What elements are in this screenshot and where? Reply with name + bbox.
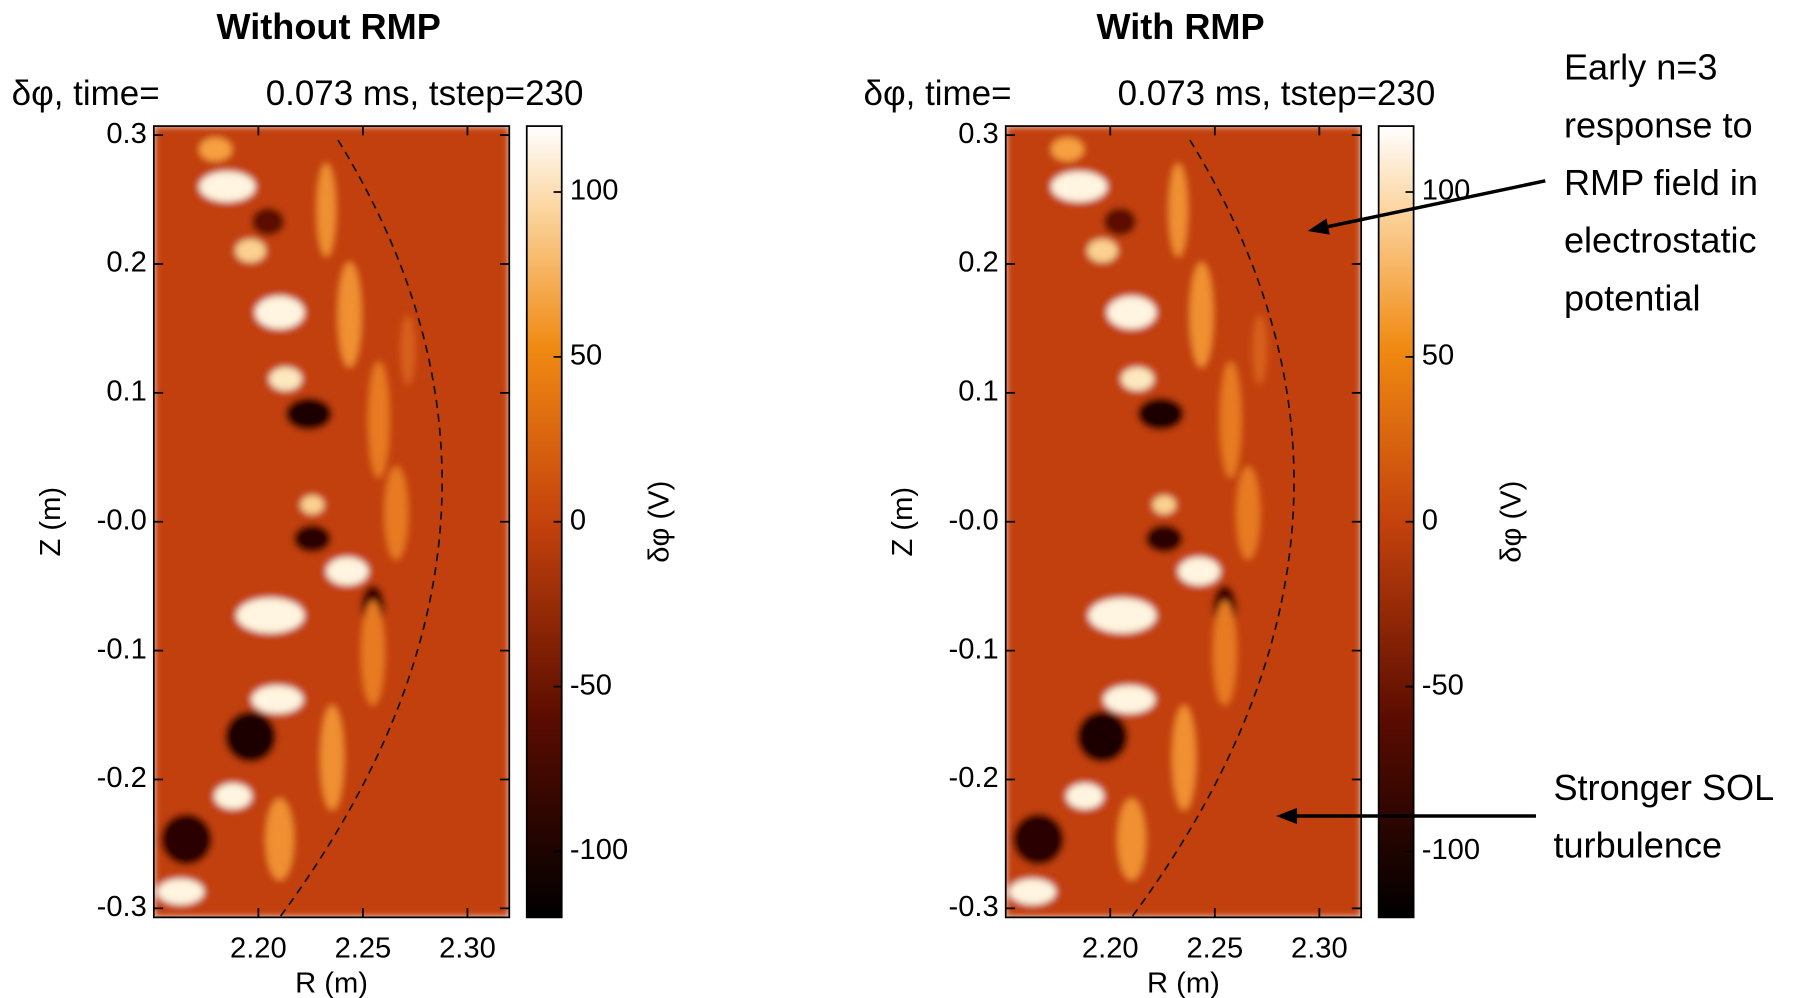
subtitle: δφ, time= — [864, 74, 1012, 113]
y-tick-label: 0.3 — [958, 118, 998, 150]
field — [154, 126, 509, 918]
panel: With RMP δφ, time= 0.073 ms, tstep=230 0.3 0… — [864, 6, 1775, 998]
colorbar-tick-label: -100 — [1422, 834, 1480, 866]
colorbar-tick-label: 0 — [1422, 504, 1438, 536]
x-tick-label: 2.30 — [1291, 933, 1348, 965]
x-axis-label: R (m) — [1147, 968, 1220, 998]
y-tick-label: -0.3 — [949, 891, 999, 923]
colorbar-tick-label: 50 — [1422, 340, 1454, 372]
field — [1006, 126, 1361, 918]
annotation: RMP field in — [1564, 162, 1758, 203]
x-tick-label: 2.20 — [230, 933, 287, 965]
field-image — [1006, 126, 1361, 917]
field-image — [154, 126, 509, 917]
x-tick-label: 2.25 — [335, 933, 392, 965]
x-tick-label: 2.30 — [439, 933, 496, 965]
subtitle: 0.073 ms, tstep=230 — [266, 74, 584, 113]
y-tick-label: -0.2 — [97, 762, 147, 794]
annotation: Stronger SOL — [1553, 767, 1774, 808]
y-tick-label: -0.1 — [97, 633, 147, 665]
subtitle: δφ, time= — [12, 74, 160, 113]
annotation: electrostatic — [1564, 220, 1757, 261]
colorbar-tick-label: -50 — [570, 669, 612, 701]
subtitle: 0.073 ms, tstep=230 — [1118, 74, 1436, 113]
y-tick-label: -0.2 — [949, 762, 999, 794]
arrow-shaft — [1327, 179, 1546, 229]
annotation: potential — [1564, 277, 1701, 318]
x-tick-label: 2.25 — [1186, 933, 1243, 965]
y-tick-label: -0.0 — [97, 504, 147, 536]
y-tick-label: -0.3 — [97, 891, 147, 923]
colorbar-tick-label: -100 — [570, 834, 628, 866]
colorbar-tick-label: 50 — [570, 340, 602, 372]
annotation: Early n=3 — [1564, 47, 1718, 88]
y-tick-label: 0.1 — [106, 376, 147, 408]
colorbar-label: δφ (V) — [1495, 481, 1527, 563]
y-tick-label: 0.1 — [958, 376, 998, 408]
y-axis-label: Z (m) — [35, 487, 67, 557]
y-tick-label: 0.3 — [106, 118, 147, 150]
y-axis-label: Z (m) — [887, 487, 919, 557]
arrow-head — [1276, 807, 1298, 825]
panel-title: Without RMP — [216, 6, 440, 47]
colorbar-tick-label: 100 — [570, 175, 619, 207]
colorbar-label: δφ (V) — [643, 481, 675, 563]
y-tick-label: 0.2 — [958, 247, 998, 279]
arrow-head — [1307, 218, 1330, 235]
annotation: turbulence — [1553, 825, 1722, 866]
panel-title: With RMP — [1096, 6, 1264, 47]
colorbar-tick-label: -50 — [1422, 669, 1464, 701]
panel: Without RMP δφ, time= 0.073 ms, tstep=230 0… — [12, 6, 676, 998]
y-tick-label: 0.2 — [106, 247, 147, 279]
x-axis-label: R (m) — [295, 968, 368, 998]
colorbar-tick-label: 0 — [570, 504, 586, 536]
y-tick-label: -0.0 — [949, 504, 999, 536]
y-tick-label: -0.1 — [949, 633, 999, 665]
x-tick-label: 2.20 — [1082, 933, 1139, 965]
annotation: response to — [1564, 104, 1753, 145]
